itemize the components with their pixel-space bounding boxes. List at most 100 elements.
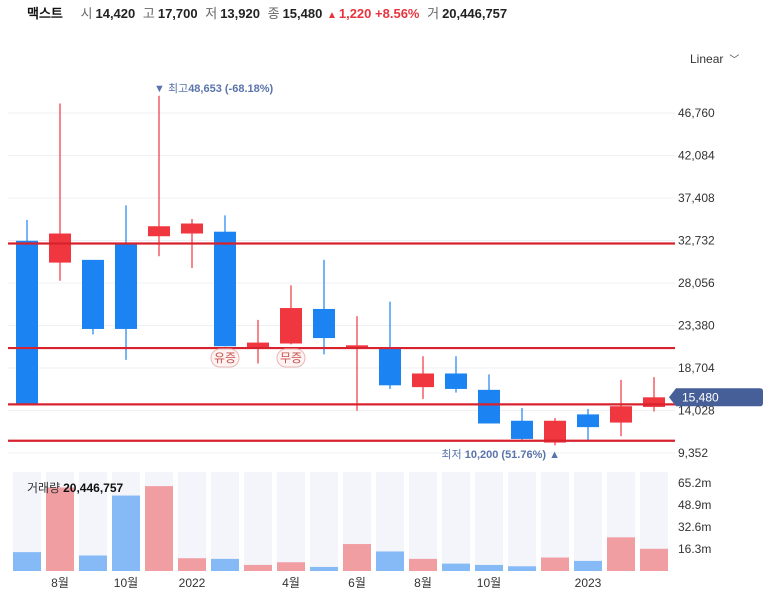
change-percent: +8.56% xyxy=(375,6,420,21)
candle[interactable] xyxy=(214,231,236,347)
volume-legend-label: 거래량 xyxy=(27,481,61,495)
volume-bar[interactable] xyxy=(46,487,74,571)
candle[interactable] xyxy=(148,226,170,237)
candle[interactable] xyxy=(544,420,566,443)
open-value: 14,420 xyxy=(95,6,136,21)
volume-bar[interactable] xyxy=(475,564,503,571)
candle[interactable] xyxy=(313,308,335,339)
volume-bar[interactable] xyxy=(211,558,239,571)
x-axis-tick-label: 8월 xyxy=(51,576,69,590)
volume-bar[interactable] xyxy=(145,486,173,571)
volume-bar[interactable] xyxy=(112,495,140,571)
volume-column-bg xyxy=(574,472,602,571)
volume-column-bg xyxy=(79,472,107,571)
volume-bar[interactable] xyxy=(244,564,272,571)
volume-bar[interactable] xyxy=(640,548,668,571)
price-axis-tick-label: 46,760 xyxy=(678,106,715,120)
x-axis-tick-label: 10월 xyxy=(477,576,501,590)
volume-bar[interactable] xyxy=(574,560,602,571)
volume-column-bg xyxy=(277,472,305,571)
candle[interactable] xyxy=(445,373,467,389)
volume-label: 거 xyxy=(427,6,440,21)
x-axis-tick-label: 6월 xyxy=(348,576,366,590)
volume-column-bg xyxy=(475,472,503,571)
x-axis-tick-label: 4월 xyxy=(282,576,300,590)
low-value: 13,920 xyxy=(220,6,260,21)
event-badge-label: 유증 xyxy=(214,351,236,365)
volume-axis-tick-label: 65.2m xyxy=(678,476,711,490)
volume-column-bg xyxy=(178,472,206,571)
last-price-label: 15,480 xyxy=(682,390,719,404)
min-price-annotation: 최저 10,200 (51.76%) ▲ xyxy=(441,448,560,461)
price-axis-tick-label: 14,028 xyxy=(678,404,715,418)
price-axis-tick-label: 42,084 xyxy=(678,149,715,163)
event-badge[interactable] xyxy=(210,348,240,368)
candle[interactable] xyxy=(511,420,533,439)
volume-axis-tick-label: 32.6m xyxy=(678,520,711,534)
candle[interactable] xyxy=(379,347,401,386)
candle[interactable] xyxy=(346,345,368,349)
event-badge-label: 무증 xyxy=(280,351,302,365)
candle[interactable] xyxy=(181,223,203,234)
volume-axis-tick-label: 16.3m xyxy=(678,542,711,556)
up-triangle-icon: ▲ xyxy=(326,10,337,21)
price-axis-tick-label: 18,704 xyxy=(678,361,715,375)
price-axis-tick-label: 28,056 xyxy=(678,276,715,290)
volume-bar[interactable] xyxy=(508,566,536,571)
volume-column-bg xyxy=(244,472,272,571)
candle[interactable] xyxy=(247,342,269,348)
candle[interactable] xyxy=(115,242,137,329)
volume-bar[interactable] xyxy=(79,555,107,571)
candle[interactable] xyxy=(82,259,104,329)
candle[interactable] xyxy=(280,308,302,344)
price-axis-tick-label: 9,352 xyxy=(678,446,708,460)
volume-column-bg xyxy=(508,472,536,571)
volume-bar[interactable] xyxy=(376,551,404,571)
volume-bar[interactable] xyxy=(178,558,206,571)
price-axis-tick-label: 32,732 xyxy=(678,234,715,248)
volume-column-bg xyxy=(409,472,437,571)
volume-bar[interactable] xyxy=(13,552,41,571)
max-price-annotation: ▼ 최고48,653 (-68.18%) xyxy=(154,82,274,95)
last-price-tag xyxy=(669,388,763,407)
event-badge[interactable] xyxy=(276,348,306,368)
candle[interactable] xyxy=(643,397,665,407)
volume-bar[interactable] xyxy=(607,537,635,571)
stock-header: 맥스트 시 14,420 고 17,700 저 13,920 종 15,480 ▲ 1,2… xyxy=(27,6,507,22)
chevron-down-icon: ﹀ xyxy=(729,55,740,66)
volume-bar[interactable] xyxy=(343,544,371,571)
stock-name: 맥스트 xyxy=(27,6,63,21)
x-axis-tick-label: 2022 xyxy=(179,576,206,590)
volume-legend: 거래량 20,446,757 xyxy=(27,479,123,496)
close-value: 15,480 xyxy=(282,6,323,21)
volume-bar[interactable] xyxy=(442,563,470,571)
price-axis-tick-label: 23,380 xyxy=(678,319,715,333)
x-axis-tick-label: 2023 xyxy=(575,576,602,590)
candle[interactable] xyxy=(610,406,632,423)
volume-bar[interactable] xyxy=(409,558,437,571)
candle[interactable] xyxy=(478,389,500,424)
volume-bar[interactable] xyxy=(277,562,305,571)
open-label: 시 xyxy=(80,6,93,21)
volume-bar[interactable] xyxy=(310,566,338,571)
volume-value: 20,446,757 xyxy=(442,6,508,21)
low-label: 저 xyxy=(205,6,218,21)
x-axis-tick-label: 10월 xyxy=(114,576,138,590)
volume-column-bg xyxy=(442,472,470,571)
volume-axis-tick-label: 48.9m xyxy=(678,498,711,512)
close-label: 종 xyxy=(267,6,280,21)
candle[interactable] xyxy=(16,240,38,406)
change-value: 1,220 xyxy=(338,6,372,21)
candle[interactable] xyxy=(49,233,71,263)
scale-dropdown-label: Linear xyxy=(690,52,724,66)
volume-column-bg xyxy=(310,472,338,571)
candle[interactable] xyxy=(577,414,599,428)
candle[interactable] xyxy=(412,373,434,388)
volume-bar[interactable] xyxy=(541,557,569,571)
price-axis-tick-label: 37,408 xyxy=(678,191,715,205)
x-axis-tick-label: 8월 xyxy=(414,576,432,590)
volume-column-bg xyxy=(211,472,239,571)
high-label: 고 xyxy=(142,6,155,21)
scale-dropdown[interactable]: Linear ﹀ xyxy=(690,51,739,66)
